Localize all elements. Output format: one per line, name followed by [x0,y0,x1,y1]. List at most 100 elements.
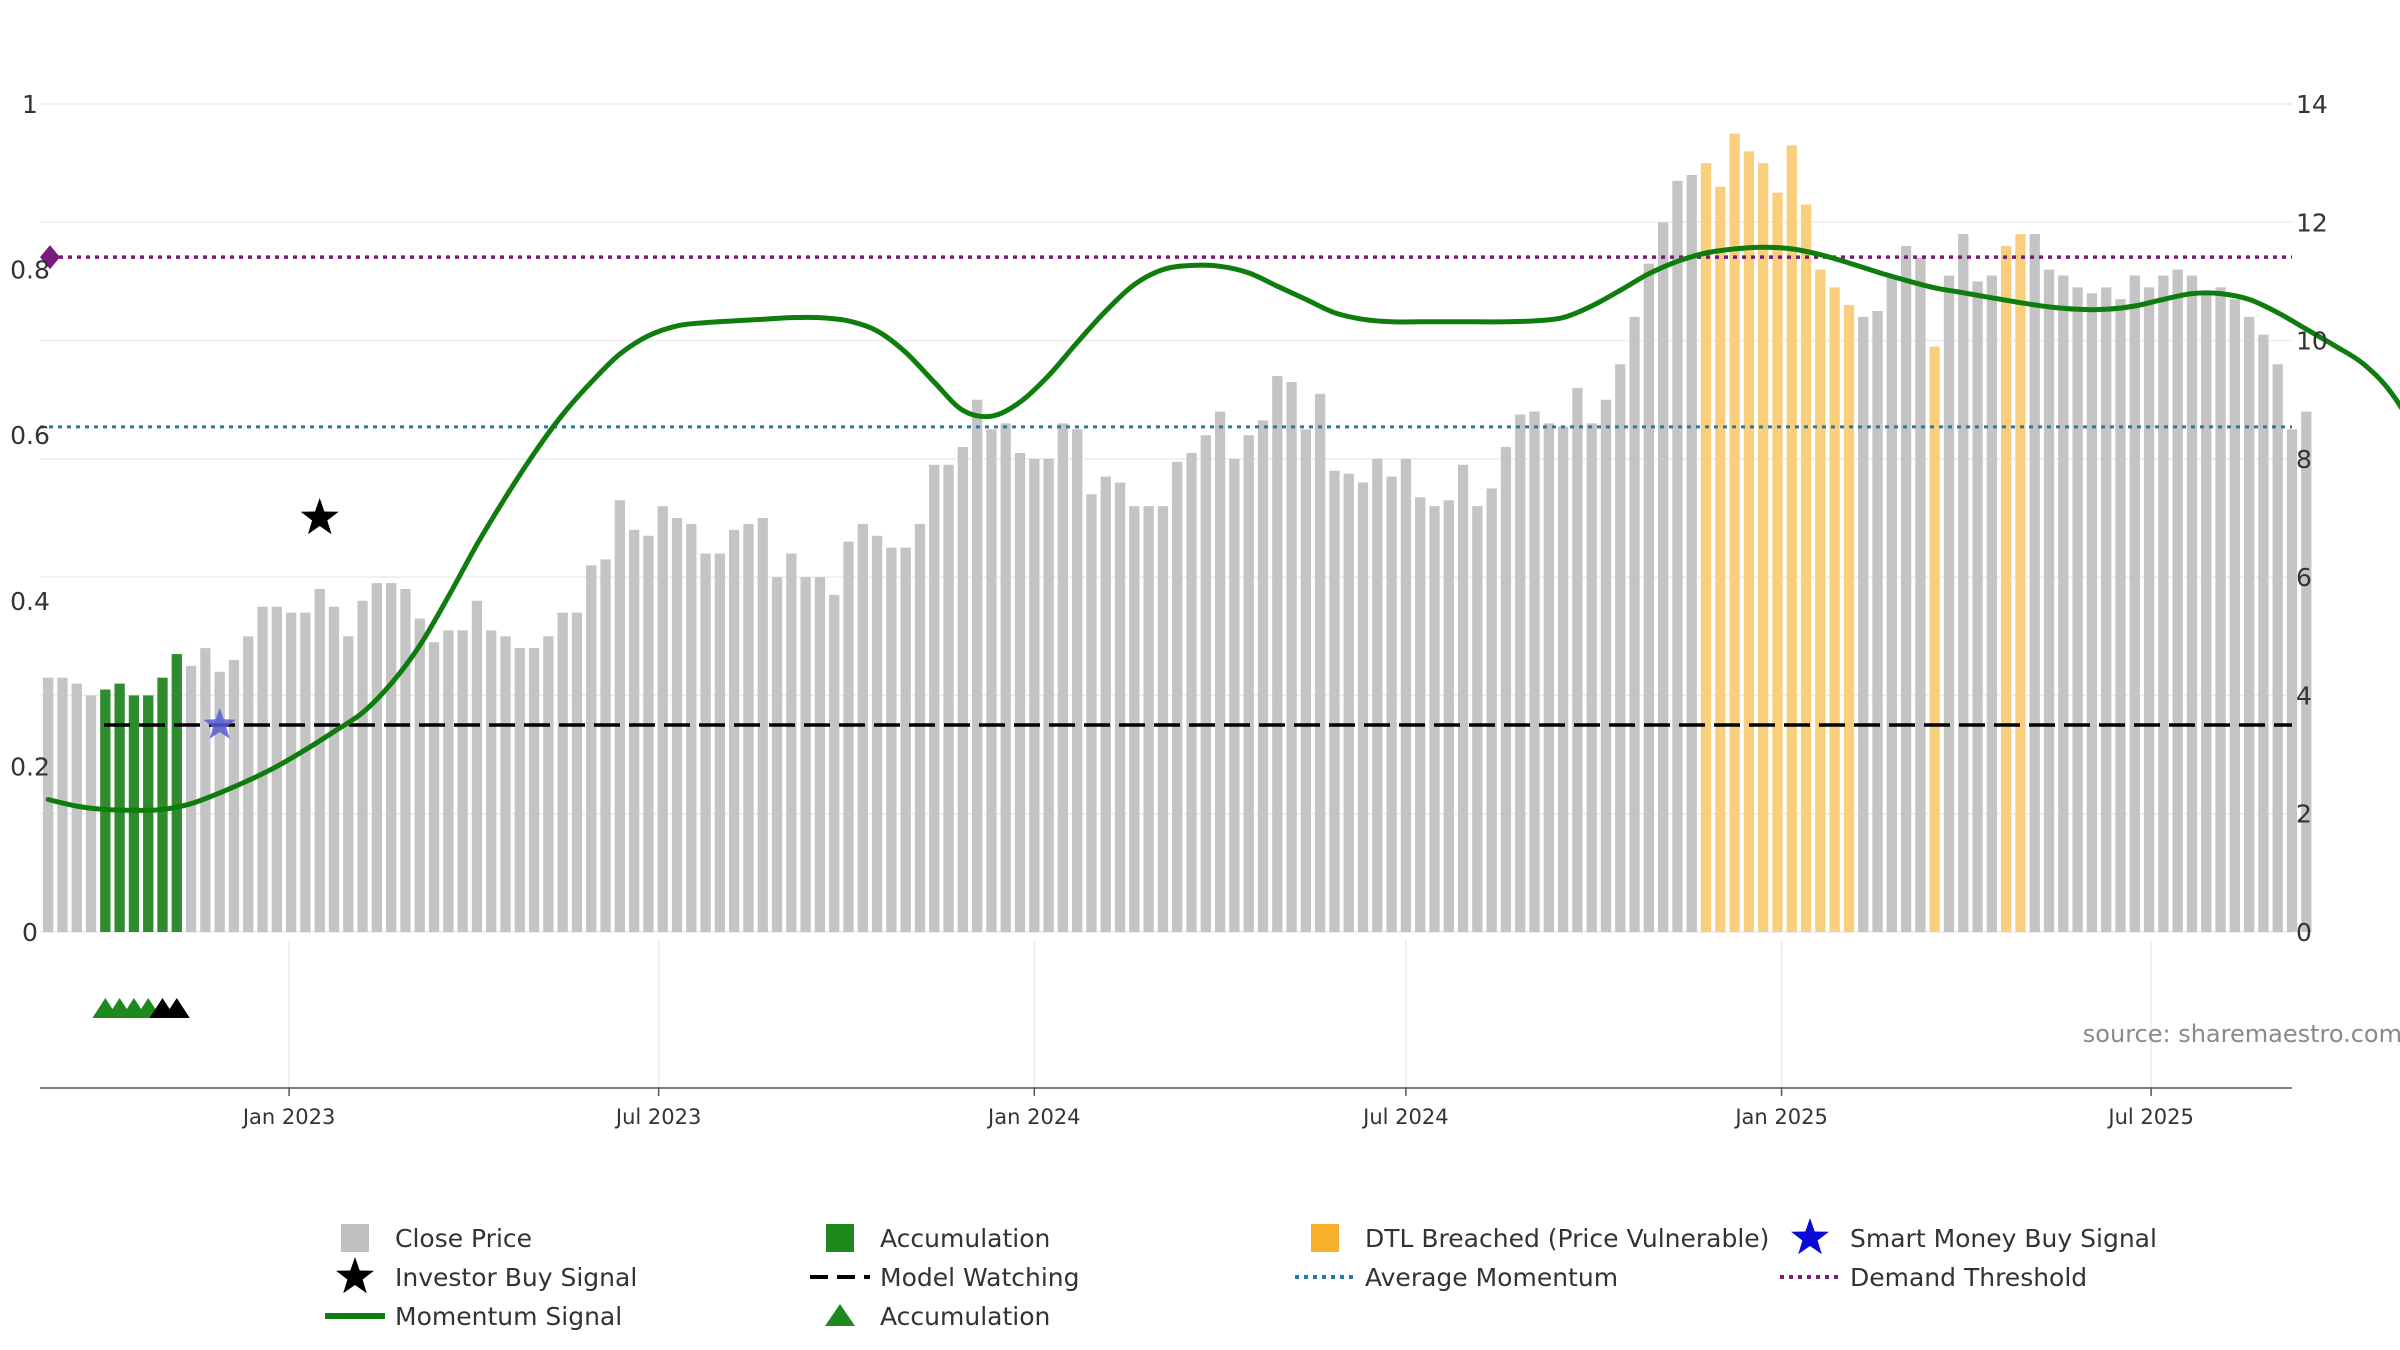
x-axis-tick: Jan 2025 [1733,1105,1828,1129]
close-price-bar [1372,458,1383,932]
close-price-bar [743,523,754,932]
right-axis-tick: 8 [2296,445,2312,474]
legend-label: Close Price [395,1224,532,1253]
close-price-bar [643,535,654,932]
close-price-bar [586,565,597,932]
close-price-bar [614,500,625,932]
close-price-bar [2201,293,2212,932]
legend-item: Smart Money Buy Signal [1791,1218,2157,1255]
close-price-bar [1515,414,1526,932]
close-price-bar [2158,275,2169,932]
close-price-bar [214,671,225,932]
close-price-bar [1457,464,1469,932]
right-axis-tick: 6 [2296,563,2312,592]
close-price-bar [85,695,97,932]
close-price-bar [285,612,297,932]
legend-label: Average Momentum [1365,1263,1618,1292]
close-price-bar [1400,458,1412,932]
legend-item: Accumulation [825,1302,1050,1331]
close-price-bar [943,464,954,932]
dtl-breached-bar [1758,163,1769,932]
close-price-bar [1543,423,1554,932]
close-price-bar [271,606,282,932]
x-axis-tick: Jan 2023 [241,1105,336,1129]
dtl-breached-bar [1786,145,1797,932]
legend-label: Demand Threshold [1850,1263,2087,1292]
dtl-breached-bar [2001,245,2012,932]
close-price-bar [1315,393,1326,932]
dtl-breached-bar [1929,346,1940,932]
close-price-bar [1557,426,1569,932]
close-price-bar [1972,281,1983,932]
close-price-bar [357,600,368,932]
close-price-bar [1443,500,1454,932]
legend-star-icon [336,1257,374,1294]
legend-item: Close Price [341,1224,532,1253]
close-price-bar [843,541,854,932]
close-price-bar [471,600,483,932]
left-axis-tick: 0 [22,918,38,947]
legend-label: Investor Buy Signal [395,1263,637,1292]
dtl-breached-bar [1772,192,1783,932]
close-price-bar [757,518,768,932]
close-price-bar [2286,429,2298,932]
close-price-bar [1872,311,1883,932]
dtl-breached-bar [1743,151,1755,932]
close-price-bar [2258,334,2269,932]
close-price-bar [1014,452,1026,932]
legend: Close Price Accumulation DTL Breached (Pri… [325,1218,2157,1331]
dtl-breached-bar [1715,186,1726,933]
close-price-bar [500,636,511,932]
legend-swatch [826,1224,854,1252]
close-price-bar [1915,257,1926,932]
close-price-bar [1686,174,1697,933]
close-price-bar [1029,458,1040,932]
close-price-bar [314,588,325,932]
close-price-bar [986,429,997,932]
close-price-bar [929,464,940,932]
close-price-bar [300,612,311,932]
close-price-bar [2115,299,2126,932]
close-price-bar [1600,399,1612,933]
close-price-bar [1214,411,1226,932]
close-price-bar [857,523,868,932]
close-price-bar [1086,494,1097,932]
close-price-bar [771,577,783,932]
close-price-bar [1429,506,1440,932]
dtl-breached-bar [1843,305,1855,933]
dtl-breached-bar [2015,234,2026,933]
close-price-bar [2072,287,2083,933]
close-price-bar [1986,275,1998,932]
close-price-bar [2186,275,2198,932]
close-price-bar [2243,316,2255,932]
close-price-bar [786,553,797,932]
right-axis-tick: 0 [2296,918,2312,947]
close-price-bar [972,399,983,933]
left-axis-tick: 0.2 [10,752,50,781]
legend-label: Momentum Signal [395,1302,622,1331]
x-axis-tick: Jul 2023 [614,1105,701,1129]
source-label: source: sharemaestro.com [2083,1020,2400,1048]
legend-item: Momentum Signal [325,1302,622,1331]
x-axis-tick: Jan 2024 [986,1105,1081,1129]
close-price-bar [1415,497,1426,932]
close-price-bar [386,583,397,932]
close-price-bar [1329,470,1340,932]
right-axis-tick: 10 [2296,327,2328,356]
close-price-bar [371,583,383,932]
legend-item: Investor Buy Signal [336,1257,637,1294]
close-price-bar [1529,411,1540,932]
close-price-bar [1858,316,1869,932]
close-price-bar [1886,275,1897,932]
close-price-bar [557,612,568,932]
momentum-signal [45,244,2400,813]
close-price-bar [1572,387,1583,932]
close-price-bar [428,642,440,932]
close-price-bar [871,535,883,932]
close-price-bar [886,547,897,932]
left-axis-tick: 0.4 [10,587,50,616]
close-price-bar [2086,293,2098,932]
legend-label: DTL Breached (Price Vulnerable) [1365,1224,1769,1253]
legend-swatch [341,1224,369,1252]
